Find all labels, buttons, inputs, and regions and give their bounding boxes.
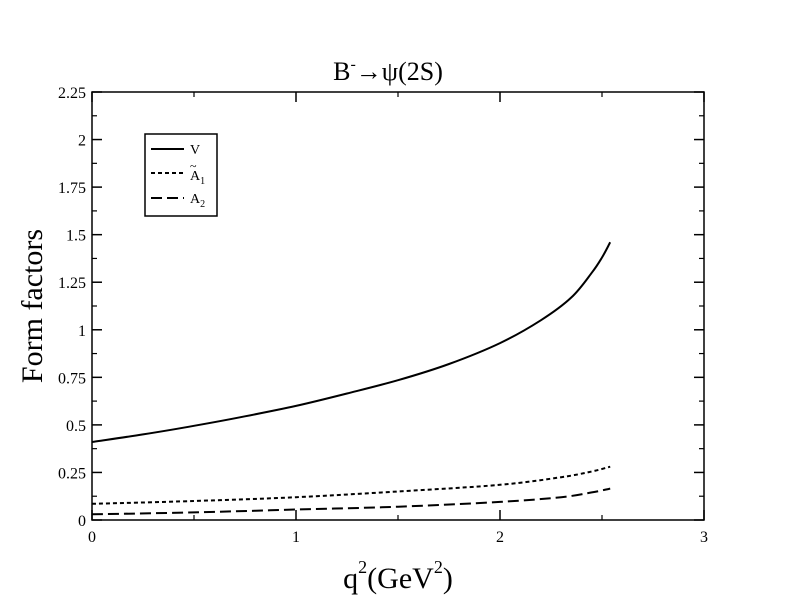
series-line-0	[91, 241, 612, 443]
legend: V A1 ~ A2	[144, 133, 218, 217]
y-axis-label: Form factors	[16, 229, 49, 383]
title-main: B	[333, 57, 350, 86]
legend-a2-base: A	[190, 192, 201, 207]
legend-label-v: V	[190, 143, 200, 158]
title-rest: ψ(2S)	[382, 57, 443, 86]
series-line-1	[91, 465, 611, 505]
y-tick-label: 2	[78, 133, 86, 150]
legend-a1-sub: 1	[200, 176, 205, 187]
x-axis-label: q2(GeV2)	[343, 557, 453, 595]
x-tick-label: 1	[292, 529, 300, 546]
axis-ticks	[91, 91, 705, 521]
series-lines	[91, 241, 612, 516]
y-tick-label: 2.25	[58, 85, 86, 102]
legend-a1-base: A	[190, 169, 201, 184]
legend-a1-accent: ~	[190, 159, 197, 173]
legend-label-a2: A2	[190, 192, 205, 210]
legend-label-a1: A1	[190, 169, 205, 187]
x-axis-base: q	[343, 562, 358, 595]
x-tick-label: 3	[700, 529, 708, 546]
y-tick-label: 0.5	[66, 418, 86, 435]
y-tick-label: 0.25	[58, 465, 86, 482]
y-tick-label: 1.5	[66, 228, 86, 245]
x-axis-mid: (GeV	[367, 562, 434, 595]
x-axis-sup2: 2	[434, 557, 443, 577]
x-axis-sup1: 2	[358, 557, 367, 577]
legend-box	[144, 133, 218, 217]
y-tick-label: 1.75	[58, 180, 86, 197]
x-tick-label: 0	[88, 529, 96, 546]
y-tick-label: 1.25	[58, 275, 86, 292]
title-arrow: →	[356, 57, 382, 86]
y-tick-label: 0.75	[58, 370, 86, 387]
chart-title: B-→ψ(2S)	[333, 56, 443, 86]
series-line-2	[91, 487, 611, 516]
x-axis-end: )	[443, 562, 453, 595]
title-superscript: -	[350, 56, 355, 73]
x-tick-label: 2	[496, 529, 504, 546]
tick-labels: 0 1 2 3 0 0.25 0.5 0.75 1 1.25 1.5 1.75 2 2.25	[58, 85, 708, 546]
y-tick-label: 1	[78, 323, 86, 340]
legend-a2-sub: 2	[200, 199, 205, 210]
y-tick-label: 0	[78, 513, 86, 530]
